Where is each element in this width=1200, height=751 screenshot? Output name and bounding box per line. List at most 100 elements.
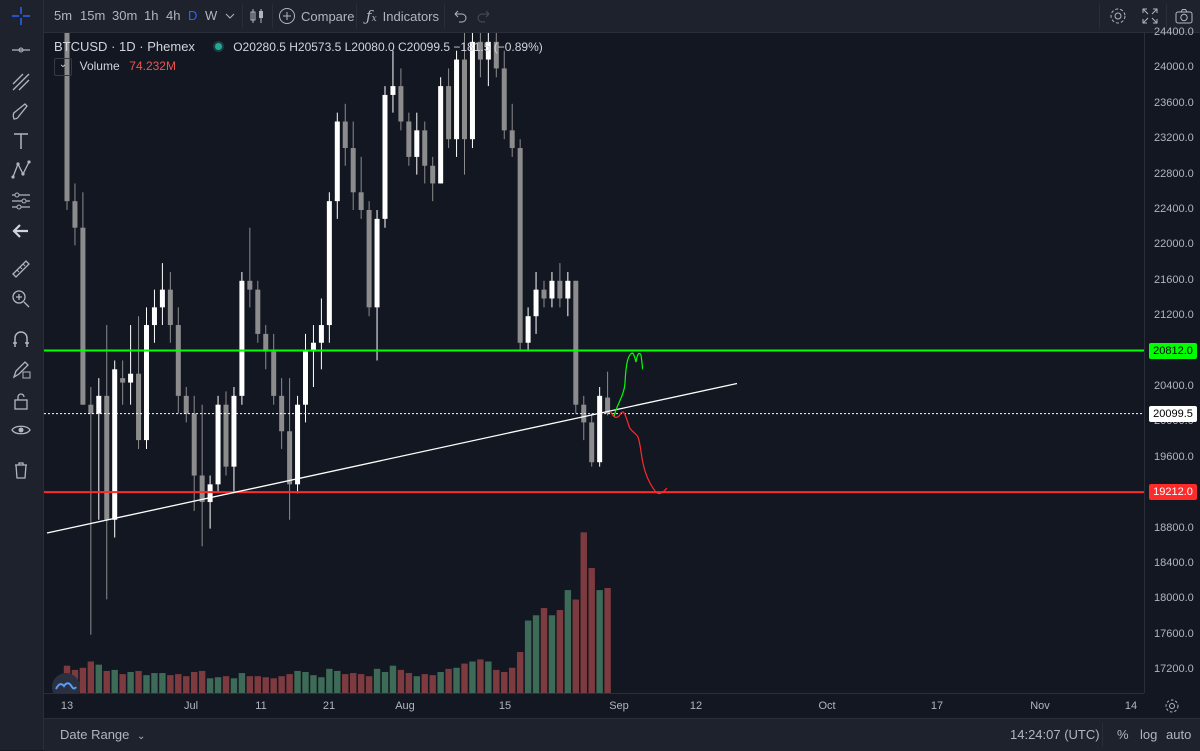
- volume-bar: [191, 672, 198, 693]
- candles-chart-type-icon[interactable]: [248, 0, 266, 32]
- magnet-icon[interactable]: [9, 327, 33, 351]
- candle-up: [239, 280, 245, 396]
- candle-up: [159, 289, 165, 308]
- candle-down: [589, 422, 595, 463]
- arrow-left-icon[interactable]: [9, 219, 33, 243]
- candle-down: [287, 431, 293, 485]
- price-tick-label: 24000.0: [1154, 61, 1194, 74]
- fullscreen-icon[interactable]: [1141, 0, 1159, 32]
- price-chart[interactable]: [44, 33, 1144, 693]
- utc-clock[interactable]: 14:24:07 (UTC): [1010, 727, 1100, 742]
- lock-drawings-pencil-icon[interactable]: [9, 358, 33, 382]
- volume-bar: [79, 667, 87, 693]
- volume-bar: [159, 673, 166, 693]
- lock-icon[interactable]: [9, 389, 33, 413]
- price-tick-label: 18000.0: [1154, 592, 1194, 605]
- price-tick-label: 17600.0: [1154, 627, 1194, 640]
- volume-bar: [111, 669, 118, 693]
- volume-bar: [556, 610, 564, 693]
- volume-value: 74.232M: [129, 59, 176, 74]
- timeframe-5m[interactable]: 5m: [54, 8, 73, 23]
- volume-legend[interactable]: ⌄ Volume 74.232M: [54, 58, 176, 76]
- price-axis[interactable]: 24400.0 24000.0 23600.0 23200.0 22800.0 22400…: [1144, 26, 1200, 693]
- compare-button[interactable]: Compare: [278, 0, 354, 32]
- compare-label: Compare: [301, 8, 355, 24]
- volume-bar: [342, 674, 349, 693]
- text-tool-icon[interactable]: [9, 129, 33, 153]
- volume-bar: [222, 676, 230, 693]
- time-tick-label: Jul: [183, 700, 199, 712]
- symbol-legend[interactable]: BTCUSD · 1D · Phemex O20280.5 H20573.5 L…: [54, 39, 543, 54]
- crosshair-icon[interactable]: [9, 4, 33, 28]
- volume-bar: [493, 669, 500, 693]
- price-tick-label: 18800.0: [1154, 521, 1194, 534]
- resistance-price-badge: 20812.0: [1149, 342, 1197, 359]
- trend-line-tool-icon[interactable]: [9, 38, 33, 62]
- timeframe-30m[interactable]: 30m: [112, 8, 138, 23]
- candle-up: [151, 307, 157, 326]
- time-axis[interactable]: 13 Jul 11 21 Aug 15 Sep 12 Oct 17 Nov 14: [44, 693, 1144, 719]
- candle-up: [382, 94, 388, 219]
- brush-tool-icon[interactable]: [9, 100, 33, 124]
- volume-bar: [326, 668, 333, 693]
- price-tick-label: 21200.0: [1154, 309, 1194, 322]
- candle-down: [64, 33, 70, 202]
- trash-icon[interactable]: [9, 458, 33, 482]
- drawing-tools-sidebar: [0, 0, 44, 750]
- candle-down: [72, 201, 78, 228]
- toolbar-divider: [356, 4, 357, 28]
- undo-icon[interactable]: [452, 0, 468, 32]
- volume-bar: [405, 673, 413, 693]
- candle-down: [271, 351, 277, 396]
- price-tick-label: 20400.0: [1154, 380, 1194, 392]
- candle-down: [247, 280, 253, 290]
- settings-gear-icon[interactable]: [1109, 0, 1127, 32]
- timeframe-1h[interactable]: 1h: [144, 8, 159, 23]
- volume-bar: [318, 677, 325, 693]
- volume-bar: [397, 669, 405, 693]
- axis-settings-gear-icon[interactable]: [1144, 693, 1200, 718]
- price-tick-label: 22800.0: [1154, 167, 1194, 180]
- collapse-chevron-icon[interactable]: ⌄: [54, 58, 72, 76]
- camera-snapshot-icon[interactable]: [1174, 0, 1194, 32]
- log-scale-toggle[interactable]: log: [1140, 727, 1158, 742]
- timeframe-dropdown-chevron-icon[interactable]: [224, 0, 236, 32]
- market-status-dot-icon: [214, 43, 222, 50]
- timeframe-15m[interactable]: 15m: [80, 8, 106, 23]
- volume-bar: [453, 667, 460, 693]
- redo-icon[interactable]: [476, 0, 492, 32]
- candle-up: [374, 218, 380, 308]
- pitchfork-tool-icon[interactable]: [9, 70, 33, 94]
- timeframe-d[interactable]: D: [188, 8, 198, 23]
- volume-bar: [509, 667, 516, 693]
- candle-down: [342, 121, 348, 149]
- timeframe-w[interactable]: W: [205, 8, 218, 23]
- date-range-button[interactable]: Date Range ⌄: [60, 727, 145, 742]
- indicators-button[interactable]: ƒx Indicators: [366, 0, 439, 32]
- volume-bar: [429, 675, 436, 693]
- percent-scale-toggle[interactable]: %: [1117, 727, 1129, 742]
- ruler-icon[interactable]: [9, 257, 33, 281]
- auto-scale-toggle[interactable]: auto: [1166, 727, 1192, 742]
- candle-up: [454, 59, 460, 140]
- forecast-tool-icon[interactable]: [9, 189, 33, 213]
- time-tick-label: 11: [255, 700, 267, 712]
- timeframe-4h[interactable]: 4h: [166, 8, 181, 23]
- candle-up: [326, 201, 332, 326]
- symbol-exchange: Phemex: [147, 39, 195, 54]
- symbol-name: BTCUSD: [54, 39, 108, 54]
- zoom-in-icon[interactable]: [9, 287, 33, 311]
- candle-down: [493, 41, 499, 69]
- eye-icon[interactable]: [9, 418, 33, 442]
- toolbar-divider: [1099, 4, 1100, 28]
- date-range-chevron-icon: ⌄: [137, 731, 146, 742]
- candle-up: [310, 342, 316, 352]
- pattern-tool-icon[interactable]: [9, 158, 33, 182]
- volume-bar: [548, 615, 556, 693]
- candle-down: [350, 148, 356, 193]
- candle-down: [581, 404, 587, 423]
- symbol-interval-separator: ·: [111, 39, 120, 54]
- candle-down: [605, 397, 611, 414]
- volume-bar: [389, 665, 397, 693]
- volume-bar: [246, 676, 254, 693]
